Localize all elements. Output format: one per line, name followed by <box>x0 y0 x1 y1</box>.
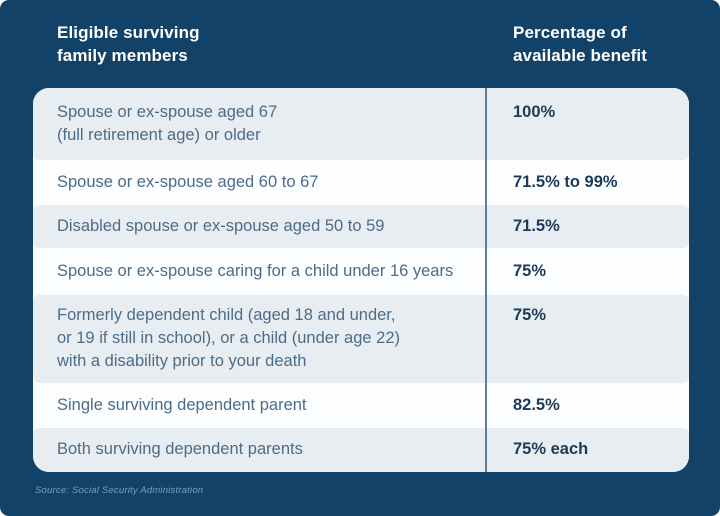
member-cell: Formerly dependent child (aged 18 and un… <box>57 306 401 370</box>
table-row: Single surviving dependent parent 82.5% <box>33 383 689 428</box>
table-row: Both surviving dependent parents 75% eac… <box>33 428 689 472</box>
benefit-cell: 75% each <box>513 440 589 458</box>
benefits-table: Spouse or ex-spouse aged 67 (full retire… <box>33 88 689 472</box>
benefit-cell: 75% <box>513 306 547 324</box>
member-cell: Spouse or ex-spouse aged 60 to 67 <box>57 173 319 191</box>
table-row: Formerly dependent child (aged 18 and un… <box>33 295 689 383</box>
member-cell: Spouse or ex-spouse caring for a child u… <box>57 262 454 280</box>
member-cell: Spouse or ex-spouse aged 67 (full retire… <box>57 103 278 144</box>
benefit-cell: 82.5% <box>513 396 560 414</box>
source-attribution: Source: Social Security Administration <box>35 485 204 496</box>
benefit-cell: 100% <box>513 103 556 121</box>
benefit-cell: 71.5% to 99% <box>513 173 618 191</box>
member-cell: Disabled spouse or ex-spouse aged 50 to … <box>57 217 385 235</box>
table-row: Spouse or ex-spouse caring for a child u… <box>33 248 689 295</box>
member-cell: Both surviving dependent parents <box>57 440 303 458</box>
table-row: Spouse or ex-spouse aged 67 (full retire… <box>33 88 689 160</box>
member-cell: Single surviving dependent parent <box>57 396 307 414</box>
column-header-percentage: Percentage of available benefit <box>513 23 647 65</box>
benefit-cell: 75% <box>513 262 547 280</box>
column-divider-line <box>485 88 487 472</box>
table-row: Spouse or ex-spouse aged 60 to 67 71.5% … <box>33 160 689 205</box>
column-header-family-members: Eligible surviving family members <box>57 23 200 65</box>
benefit-cell: 71.5% <box>513 217 560 235</box>
table-row: Disabled spouse or ex-spouse aged 50 to … <box>33 205 689 248</box>
